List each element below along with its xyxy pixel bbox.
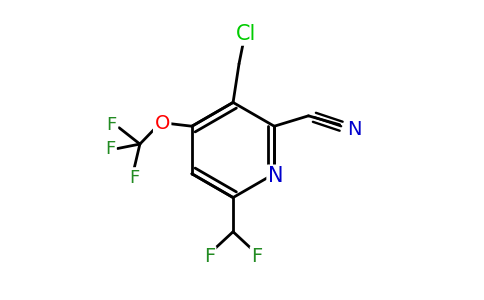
Text: N: N [268,166,284,186]
Text: N: N [347,120,362,139]
Text: F: F [105,140,115,158]
Text: F: F [129,169,139,187]
Text: F: F [251,248,262,266]
Text: Cl: Cl [236,24,257,44]
Text: F: F [106,116,117,134]
Text: F: F [204,248,215,266]
Text: O: O [154,114,170,133]
